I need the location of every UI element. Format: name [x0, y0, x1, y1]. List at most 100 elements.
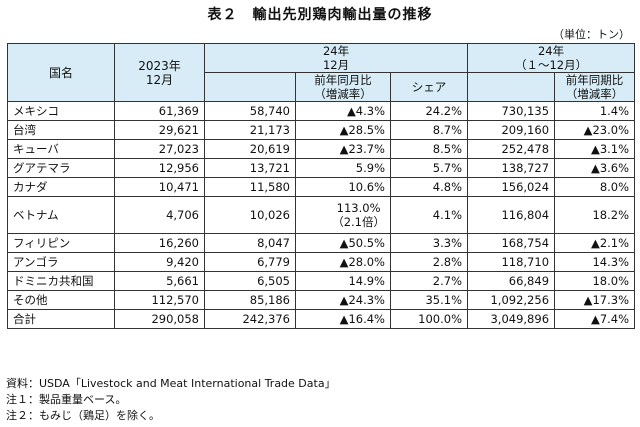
- cell-share: 2.8%: [389, 252, 469, 272]
- cell-yoy-period: ▲7.4%: [554, 309, 636, 329]
- note-source: 資料：USDA「Livestock and Meat International…: [6, 377, 336, 390]
- cell-24-dec: 6,779: [204, 252, 296, 272]
- cell-2023-dec: 290,058: [114, 309, 205, 329]
- cell-yoy: ▲4.3%: [295, 101, 391, 121]
- cell-yoy: 5.9%: [295, 158, 391, 178]
- cell-2023-dec: 10,471: [114, 177, 205, 197]
- cell-country: ドミニカ共和国: [7, 271, 115, 291]
- cell-24-dec: 20,619: [204, 139, 296, 159]
- cell-2023-dec: 29,621: [114, 120, 205, 140]
- cell-24-dec: 58,740: [204, 101, 296, 121]
- table-row: メキシコ 61,369 58,740 ▲4.3% 24.2% 730,135 1.4%: [7, 101, 636, 121]
- cell-yoy-period: 8.0%: [554, 177, 636, 197]
- cell-2023-dec: 12,956: [114, 158, 205, 178]
- cell-yoy: ▲16.4%: [295, 309, 391, 329]
- cell-yoy-period: 1.4%: [554, 101, 636, 121]
- header-24-dec-value: [204, 72, 296, 102]
- cell-country: フィリピン: [7, 233, 115, 253]
- header-24-range: 24年 （１～12月）: [467, 43, 636, 73]
- cell-yoy: ▲28.0%: [295, 252, 391, 272]
- cell-yoy: 113.0% （2.1倍）: [295, 196, 391, 234]
- cell-country: メキシコ: [7, 101, 115, 121]
- table-row: グアテマラ 12,956 13,721 5.9% 5.7% 138,727 ▲3.6%: [7, 158, 636, 178]
- cell-24-dec: 242,376: [204, 309, 296, 329]
- cell-yoy: ▲28.5%: [295, 120, 391, 140]
- cell-24-range: 118,710: [467, 252, 556, 272]
- cell-24-range: 66,849: [467, 271, 556, 291]
- header-24-range-value: [467, 72, 556, 102]
- table-row: フィリピン 16,260 8,047 ▲50.5% 3.3% 168,754 ▲2.1%: [7, 233, 636, 253]
- table-row: その他 112,570 85,186 ▲24.3% 35.1% 1,092,256 ▲17.…: [7, 290, 636, 310]
- header-24-dec: 24年 12月: [203, 43, 469, 73]
- cell-share: 35.1%: [389, 290, 469, 310]
- table-title: 表２ 輸出先別鶏肉輸出量の推移: [207, 7, 433, 23]
- cell-2023-dec: 112,570: [114, 290, 205, 310]
- cell-country: 台湾: [7, 120, 115, 140]
- cell-2023-dec: 9,420: [114, 252, 205, 272]
- cell-country: 合計: [7, 309, 115, 329]
- table-row: 合計 290,058 242,376 ▲16.4% 100.0% 3,049,896 ▲7.…: [7, 309, 636, 329]
- cell-yoy-period: ▲17.3%: [554, 290, 636, 310]
- table-row: 台湾 29,621 21,173 ▲28.5% 8.7% 209,160 ▲23.0%: [7, 120, 636, 140]
- cell-share: 2.7%: [389, 271, 469, 291]
- cell-yoy: 14.9%: [295, 271, 391, 291]
- cell-country: グアテマラ: [7, 158, 115, 178]
- cell-yoy-period: 14.3%: [554, 252, 636, 272]
- cell-share: 4.1%: [389, 196, 469, 234]
- cell-share: 100.0%: [389, 309, 469, 329]
- cell-yoy-period: ▲2.1%: [554, 233, 636, 253]
- cell-country: カナダ: [7, 177, 115, 197]
- unit-label: （単位：トン）: [553, 28, 630, 41]
- header-yoy: 前年同月比 （増減率）: [295, 72, 391, 102]
- cell-24-range: 3,049,896: [467, 309, 556, 329]
- cell-24-range: 156,024: [467, 177, 556, 197]
- note-2: 注２：もみじ（鶏足）を除く。: [6, 409, 160, 422]
- cell-24-range: 1,092,256: [467, 290, 556, 310]
- header-yoy-period: 前年同期比 （増減率）: [554, 72, 636, 102]
- cell-24-dec: 10,026: [204, 196, 296, 234]
- header-2023-dec: 2023年 12月: [114, 43, 205, 102]
- cell-2023-dec: 16,260: [114, 233, 205, 253]
- cell-yoy-period: ▲23.0%: [554, 120, 636, 140]
- cell-yoy: 10.6%: [295, 177, 391, 197]
- notes: 資料：USDA「Livestock and Meat International…: [6, 376, 336, 424]
- cell-country: その他: [7, 290, 115, 310]
- cell-2023-dec: 5,661: [114, 271, 205, 291]
- cell-share: 24.2%: [389, 101, 469, 121]
- cell-share: 5.7%: [389, 158, 469, 178]
- cell-24-range: 168,754: [467, 233, 556, 253]
- cell-yoy-period: ▲3.6%: [554, 158, 636, 178]
- cell-24-range: 138,727: [467, 158, 556, 178]
- cell-24-dec: 13,721: [204, 158, 296, 178]
- cell-country: キューバ: [7, 139, 115, 159]
- cell-yoy: ▲50.5%: [295, 233, 391, 253]
- cell-share: 8.5%: [389, 139, 469, 159]
- cell-yoy-period: 18.0%: [554, 271, 636, 291]
- table-row: キューバ 27,023 20,619 ▲23.7% 8.5% 252,478 ▲3.1%: [7, 139, 636, 159]
- cell-2023-dec: 27,023: [114, 139, 205, 159]
- cell-yoy: ▲23.7%: [295, 139, 391, 159]
- cell-yoy: ▲24.3%: [295, 290, 391, 310]
- cell-24-dec: 21,173: [204, 120, 296, 140]
- cell-24-range: 252,478: [467, 139, 556, 159]
- cell-24-range: 116,804: [467, 196, 556, 234]
- table-row: カナダ 10,471 11,580 10.6% 4.8% 156,024 8.0%: [7, 177, 636, 197]
- cell-share: 4.8%: [389, 177, 469, 197]
- table-row: アンゴラ 9,420 6,779 ▲28.0% 2.8% 118,710 14.3%: [7, 252, 636, 272]
- cell-24-dec: 85,186: [204, 290, 296, 310]
- cell-24-dec: 8,047: [204, 233, 296, 253]
- cell-share: 3.3%: [389, 233, 469, 253]
- table-row: ドミニカ共和国 5,661 6,505 14.9% 2.7% 66,849 18.0%: [7, 271, 636, 291]
- cell-share: 8.7%: [389, 120, 469, 140]
- cell-2023-dec: 4,706: [114, 196, 205, 234]
- cell-2023-dec: 61,369: [114, 101, 205, 121]
- header-share: シェア: [389, 72, 469, 102]
- export-table: 国名 2023年 12月 24年 12月 24年 （１～12月） 前年同月比 （増減率）…: [7, 43, 636, 329]
- cell-24-dec: 11,580: [204, 177, 296, 197]
- cell-yoy-period: 18.2%: [554, 196, 636, 234]
- cell-24-range: 209,160: [467, 120, 556, 140]
- header-country: 国名: [7, 43, 115, 102]
- cell-country: ベトナム: [7, 196, 115, 234]
- note-1: 注１：製品重量ベース。: [6, 393, 127, 406]
- table-row: ベトナム 4,706 10,026 113.0% （2.1倍） 4.1% 116,804 18…: [7, 196, 636, 234]
